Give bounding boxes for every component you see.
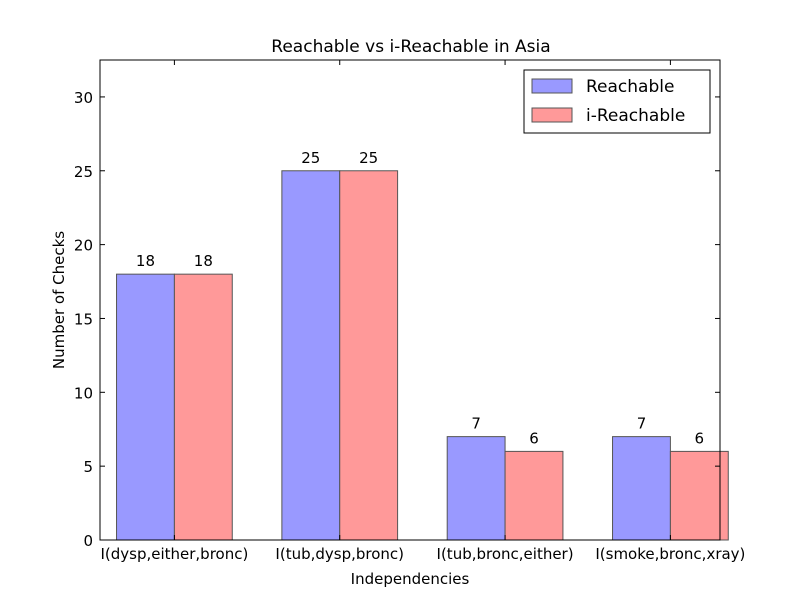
y-tick-label-20: 20	[74, 237, 93, 255]
bar-i-reachable-1	[339, 170, 399, 541]
value-label-i-reachable-3: 6	[695, 429, 705, 447]
legend-swatch-i-reachable	[531, 107, 573, 123]
x-axis-label: Independencies	[351, 570, 470, 588]
bars-group	[116, 170, 729, 541]
value-label-i-reachable-1: 25	[359, 149, 378, 167]
bar-reachable-2	[446, 436, 506, 541]
x-axis: I(dysp,either,bronc) I(tub,dysp,bronc) I(t…	[100, 60, 745, 563]
value-label-reachable-2: 7	[471, 415, 481, 433]
y-tick-label-25: 25	[74, 163, 93, 181]
legend: Reachable i-Reachable	[523, 69, 711, 134]
value-label-i-reachable-0: 18	[194, 252, 213, 270]
y-axis: 0 5 10 15 20 25 30	[74, 89, 720, 550]
y-tick-label-15: 15	[74, 310, 93, 328]
bar-reachable-1	[281, 170, 341, 541]
y-axis-label: Number of Checks	[50, 231, 68, 369]
x-tick-label-0: I(dysp,either,bronc)	[100, 545, 248, 563]
y-tick-label-5: 5	[83, 458, 93, 476]
value-label-reachable-0: 18	[136, 252, 155, 270]
y-tick-label-30: 30	[74, 89, 93, 107]
legend-label-reachable: Reachable	[586, 77, 674, 97]
value-label-reachable-1: 25	[301, 149, 320, 167]
chart-title: Reachable vs i-Reachable in Asia	[271, 37, 550, 57]
bar-i-reachable-2	[504, 450, 564, 541]
plot-frame	[99, 59, 721, 541]
y-tick-label-0: 0	[83, 532, 93, 550]
x-tick-label-2: I(tub,bronc,either)	[437, 545, 574, 563]
bar-i-reachable-0	[173, 273, 233, 541]
legend-swatch-reachable	[531, 78, 573, 94]
value-labels-group: 18 25 7 7 18 25 6 6	[136, 149, 704, 448]
x-tick-label-1: I(tub,dysp,bronc)	[275, 545, 404, 563]
legend-label-i-reachable: i-Reachable	[586, 106, 685, 126]
value-label-i-reachable-2: 6	[529, 429, 539, 447]
bar-reachable-0	[116, 273, 175, 541]
value-label-reachable-3: 7	[637, 415, 647, 433]
bar-reachable-3	[612, 436, 671, 541]
y-tick-label-10: 10	[74, 384, 93, 402]
x-tick-label-3: I(smoke,bronc,xray)	[595, 545, 745, 563]
